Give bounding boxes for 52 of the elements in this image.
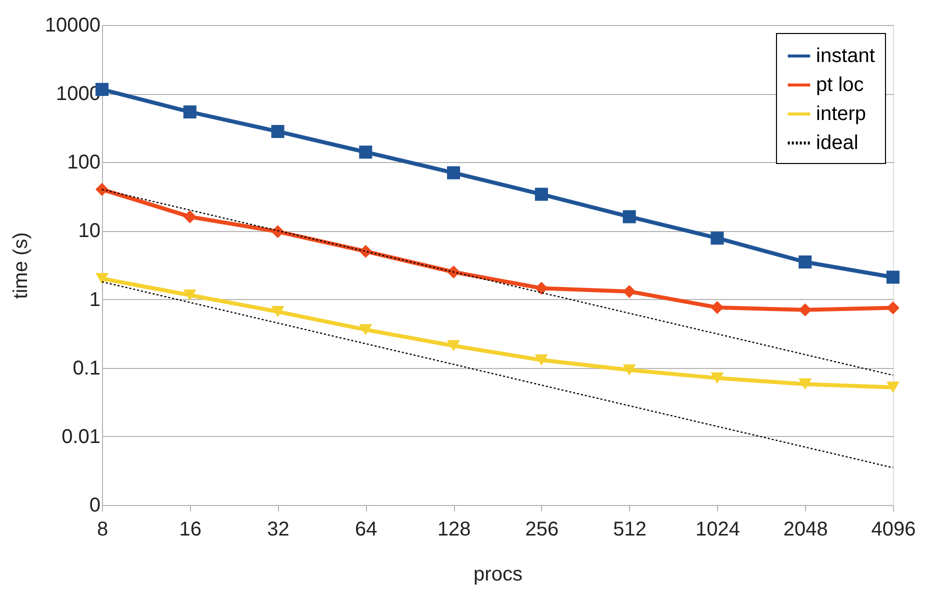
point (447, 265, 460, 279)
x-axis-title: procs (474, 564, 522, 586)
x-tick-label: 32 (267, 518, 290, 540)
y-tick-label: 10000 (44, 14, 100, 36)
legend-label: pt loc (816, 74, 864, 96)
point (710, 300, 724, 314)
point (447, 166, 460, 180)
point (271, 225, 284, 238)
x-tick-label: 2048 (783, 518, 828, 540)
point (622, 284, 636, 298)
legend-label: ideal (816, 132, 858, 154)
x-tick-label: 1024 (695, 518, 740, 540)
y-tick-label: 10 (78, 220, 100, 242)
point (95, 273, 109, 284)
y-tick-label: 0 (89, 494, 100, 516)
y-axis-title: time (s) (10, 232, 32, 299)
x-tick-label: 8 (96, 518, 108, 540)
point (271, 306, 284, 318)
point (886, 382, 900, 393)
legend-label: instant (816, 45, 876, 67)
point (183, 289, 196, 301)
point (534, 282, 548, 295)
point (710, 372, 724, 384)
point (886, 301, 900, 314)
point (359, 324, 372, 336)
point (534, 354, 548, 366)
point (183, 210, 196, 224)
point (622, 210, 636, 224)
point (95, 182, 109, 196)
point (359, 146, 372, 159)
point (798, 255, 812, 268)
y-tick-label: 0.01 (62, 426, 100, 448)
y-tick-label: 0.1 (72, 357, 100, 380)
point (534, 188, 548, 201)
legend-label: interp (816, 103, 866, 125)
x-tick-label: 128 (437, 518, 471, 540)
x-tick-label: 512 (613, 518, 647, 540)
x-tick-label: 4096 (871, 518, 916, 540)
x-tick-label: 16 (179, 518, 202, 540)
point (359, 244, 372, 258)
y-tick-label: 100 (67, 152, 100, 174)
point (798, 303, 812, 316)
x-tick-label: 64 (355, 518, 378, 540)
point (183, 105, 196, 118)
x-tick-label: 256 (525, 518, 559, 540)
point (622, 364, 636, 376)
point (710, 232, 724, 245)
point (886, 270, 900, 284)
point (271, 124, 284, 138)
point (447, 340, 460, 352)
y-tick-label: 1 (89, 288, 100, 311)
point (798, 378, 812, 390)
